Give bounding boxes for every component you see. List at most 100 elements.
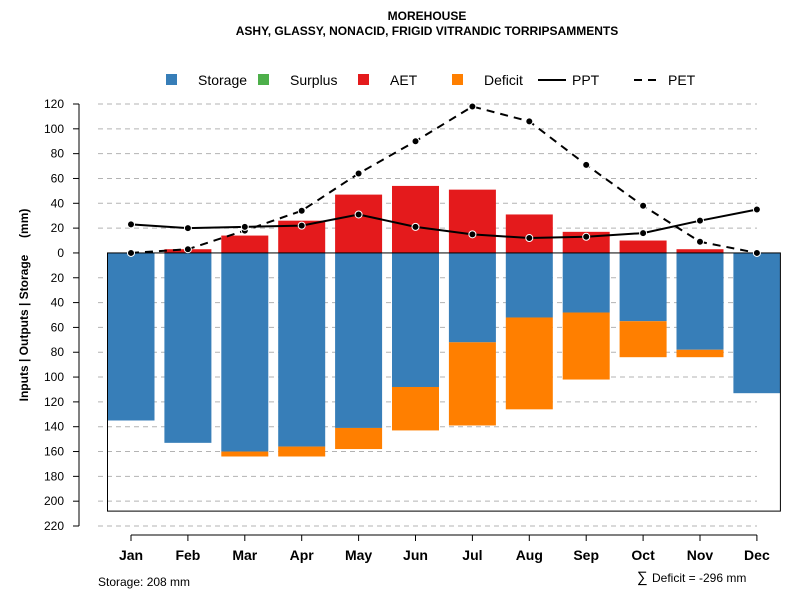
y-tick-label: 120 bbox=[44, 97, 64, 111]
ppt-point-jan bbox=[127, 220, 135, 229]
storage-annotation: Storage: 208 mm bbox=[98, 575, 190, 589]
bar-deficit-apr bbox=[278, 446, 326, 457]
legend-swatch-aet bbox=[358, 74, 369, 85]
bar-storage-feb bbox=[164, 252, 212, 443]
x-tick-label: Dec bbox=[744, 547, 770, 563]
y-tick-label: 20 bbox=[51, 221, 65, 235]
bar-deficit-jul bbox=[448, 342, 496, 426]
x-tick-label: Mar bbox=[232, 547, 257, 563]
y-tick-label: 140 bbox=[44, 420, 64, 434]
pet-point-aug bbox=[525, 117, 534, 126]
bar-storage-dec bbox=[733, 252, 781, 394]
storage-frame bbox=[107, 252, 781, 512]
x-tick-label: Jun bbox=[403, 547, 428, 563]
y-tick-label: 220 bbox=[44, 519, 64, 533]
y-tick-label: 80 bbox=[51, 147, 65, 161]
y-axis: 1201008060402002040608010012014016018020… bbox=[44, 97, 80, 533]
x-tick-label: Jan bbox=[119, 547, 143, 563]
bar-deficit-sep bbox=[562, 312, 610, 380]
storage-capacity-box bbox=[107, 252, 781, 512]
lines bbox=[127, 102, 761, 257]
ppt-point-feb bbox=[183, 224, 192, 233]
legend-swatch-storage bbox=[166, 74, 177, 85]
legend-label-aet: AET bbox=[390, 72, 418, 88]
pet-point-jun bbox=[411, 137, 420, 146]
ppt-point-jul bbox=[468, 230, 477, 239]
bar-aet-may bbox=[335, 194, 383, 253]
y-tick-label: 40 bbox=[51, 196, 65, 210]
legend-label-storage: Storage bbox=[198, 72, 247, 88]
legend-swatch-surplus bbox=[258, 74, 269, 85]
chart-subtitle: ASHY, GLASSY, NONACID, FRIGID VITRANDIC … bbox=[236, 24, 618, 38]
y-tick-label: 20 bbox=[51, 271, 65, 285]
bar-storage-nov bbox=[676, 252, 724, 350]
bar-aet-nov bbox=[676, 249, 724, 253]
bar-storage-jun bbox=[392, 252, 439, 387]
x-axis: Jan Feb Mar Apr May Jun Jul Aug Sep Oct Nov Dec bbox=[119, 534, 770, 563]
x-tick-label: May bbox=[345, 547, 372, 563]
bar-deficit-nov bbox=[676, 349, 724, 358]
y-tick-label: 60 bbox=[51, 171, 65, 185]
legend-label-ppt: PPT bbox=[572, 72, 600, 88]
ppt-point-apr bbox=[297, 221, 306, 230]
y-tick-label: 0 bbox=[57, 246, 64, 260]
deficit-sum-icon: ∑ bbox=[637, 569, 648, 586]
pet-line bbox=[130, 105, 758, 254]
bars bbox=[107, 185, 781, 457]
legend: Storage Surplus AET Deficit PPT PET bbox=[166, 72, 696, 88]
legend-label-deficit: Deficit bbox=[484, 72, 523, 88]
pet-point-feb bbox=[183, 245, 192, 254]
y-tick-label: 160 bbox=[44, 445, 64, 459]
bar-storage-mar bbox=[221, 252, 269, 452]
pet-point-may bbox=[354, 169, 363, 178]
x-tick-label: Feb bbox=[175, 547, 200, 563]
bar-storage-apr bbox=[278, 252, 326, 447]
ppt-point-nov bbox=[696, 216, 704, 225]
y-tick-label: 80 bbox=[51, 345, 65, 359]
bar-storage-jan bbox=[107, 252, 155, 421]
y-tick-label: 40 bbox=[51, 296, 65, 310]
ppt-line bbox=[130, 208, 758, 240]
y-tick-label: 100 bbox=[44, 370, 64, 384]
bar-aet-jul bbox=[448, 189, 496, 253]
bar-storage-sep bbox=[562, 252, 610, 313]
y-tick-label: 200 bbox=[44, 494, 64, 508]
ppt-point-dec bbox=[752, 205, 761, 214]
x-tick-label: Nov bbox=[687, 547, 714, 563]
ppt-point-aug bbox=[525, 234, 534, 243]
bar-aet-aug bbox=[505, 214, 553, 253]
x-tick-label: Aug bbox=[516, 547, 543, 563]
bar-storage-aug bbox=[505, 252, 553, 318]
pet-point-dec bbox=[752, 248, 761, 257]
bar-storage-jul bbox=[448, 252, 496, 343]
pet-point-oct bbox=[639, 201, 648, 210]
bar-deficit-jun bbox=[392, 386, 439, 431]
bar-storage-oct bbox=[619, 252, 667, 322]
legend-label-pet: PET bbox=[668, 72, 696, 88]
ppt-point-sep bbox=[582, 232, 591, 241]
x-tick-label: Apr bbox=[290, 547, 315, 563]
bar-deficit-may bbox=[335, 427, 383, 450]
pet-point-nov bbox=[696, 237, 704, 246]
bar-aet-oct bbox=[619, 240, 667, 253]
legend-label-surplus: Surplus bbox=[290, 72, 337, 88]
bar-deficit-mar bbox=[221, 451, 269, 457]
bar-deficit-oct bbox=[619, 321, 667, 358]
chart-title: MOREHOUSE bbox=[388, 9, 467, 23]
ppt-point-mar bbox=[240, 222, 249, 231]
x-tick-label: Jul bbox=[462, 547, 482, 563]
y-tick-label: 180 bbox=[44, 469, 64, 483]
legend-swatch-deficit bbox=[452, 74, 463, 85]
ppt-point-may bbox=[354, 210, 363, 219]
deficit-annotation: Deficit = -296 mm bbox=[652, 571, 746, 585]
y-tick-label: 100 bbox=[44, 122, 64, 136]
bar-aet-mar bbox=[221, 235, 269, 253]
pet-point-jul bbox=[468, 102, 477, 111]
bar-deficit-aug bbox=[505, 317, 553, 410]
pet-point-jan bbox=[127, 248, 135, 257]
ppt-point-jun bbox=[411, 222, 420, 231]
bar-aet-jun bbox=[392, 185, 439, 253]
pet-point-apr bbox=[297, 206, 306, 215]
y-axis-label: Inputs | Outputs | Storage (mm) bbox=[17, 209, 31, 402]
